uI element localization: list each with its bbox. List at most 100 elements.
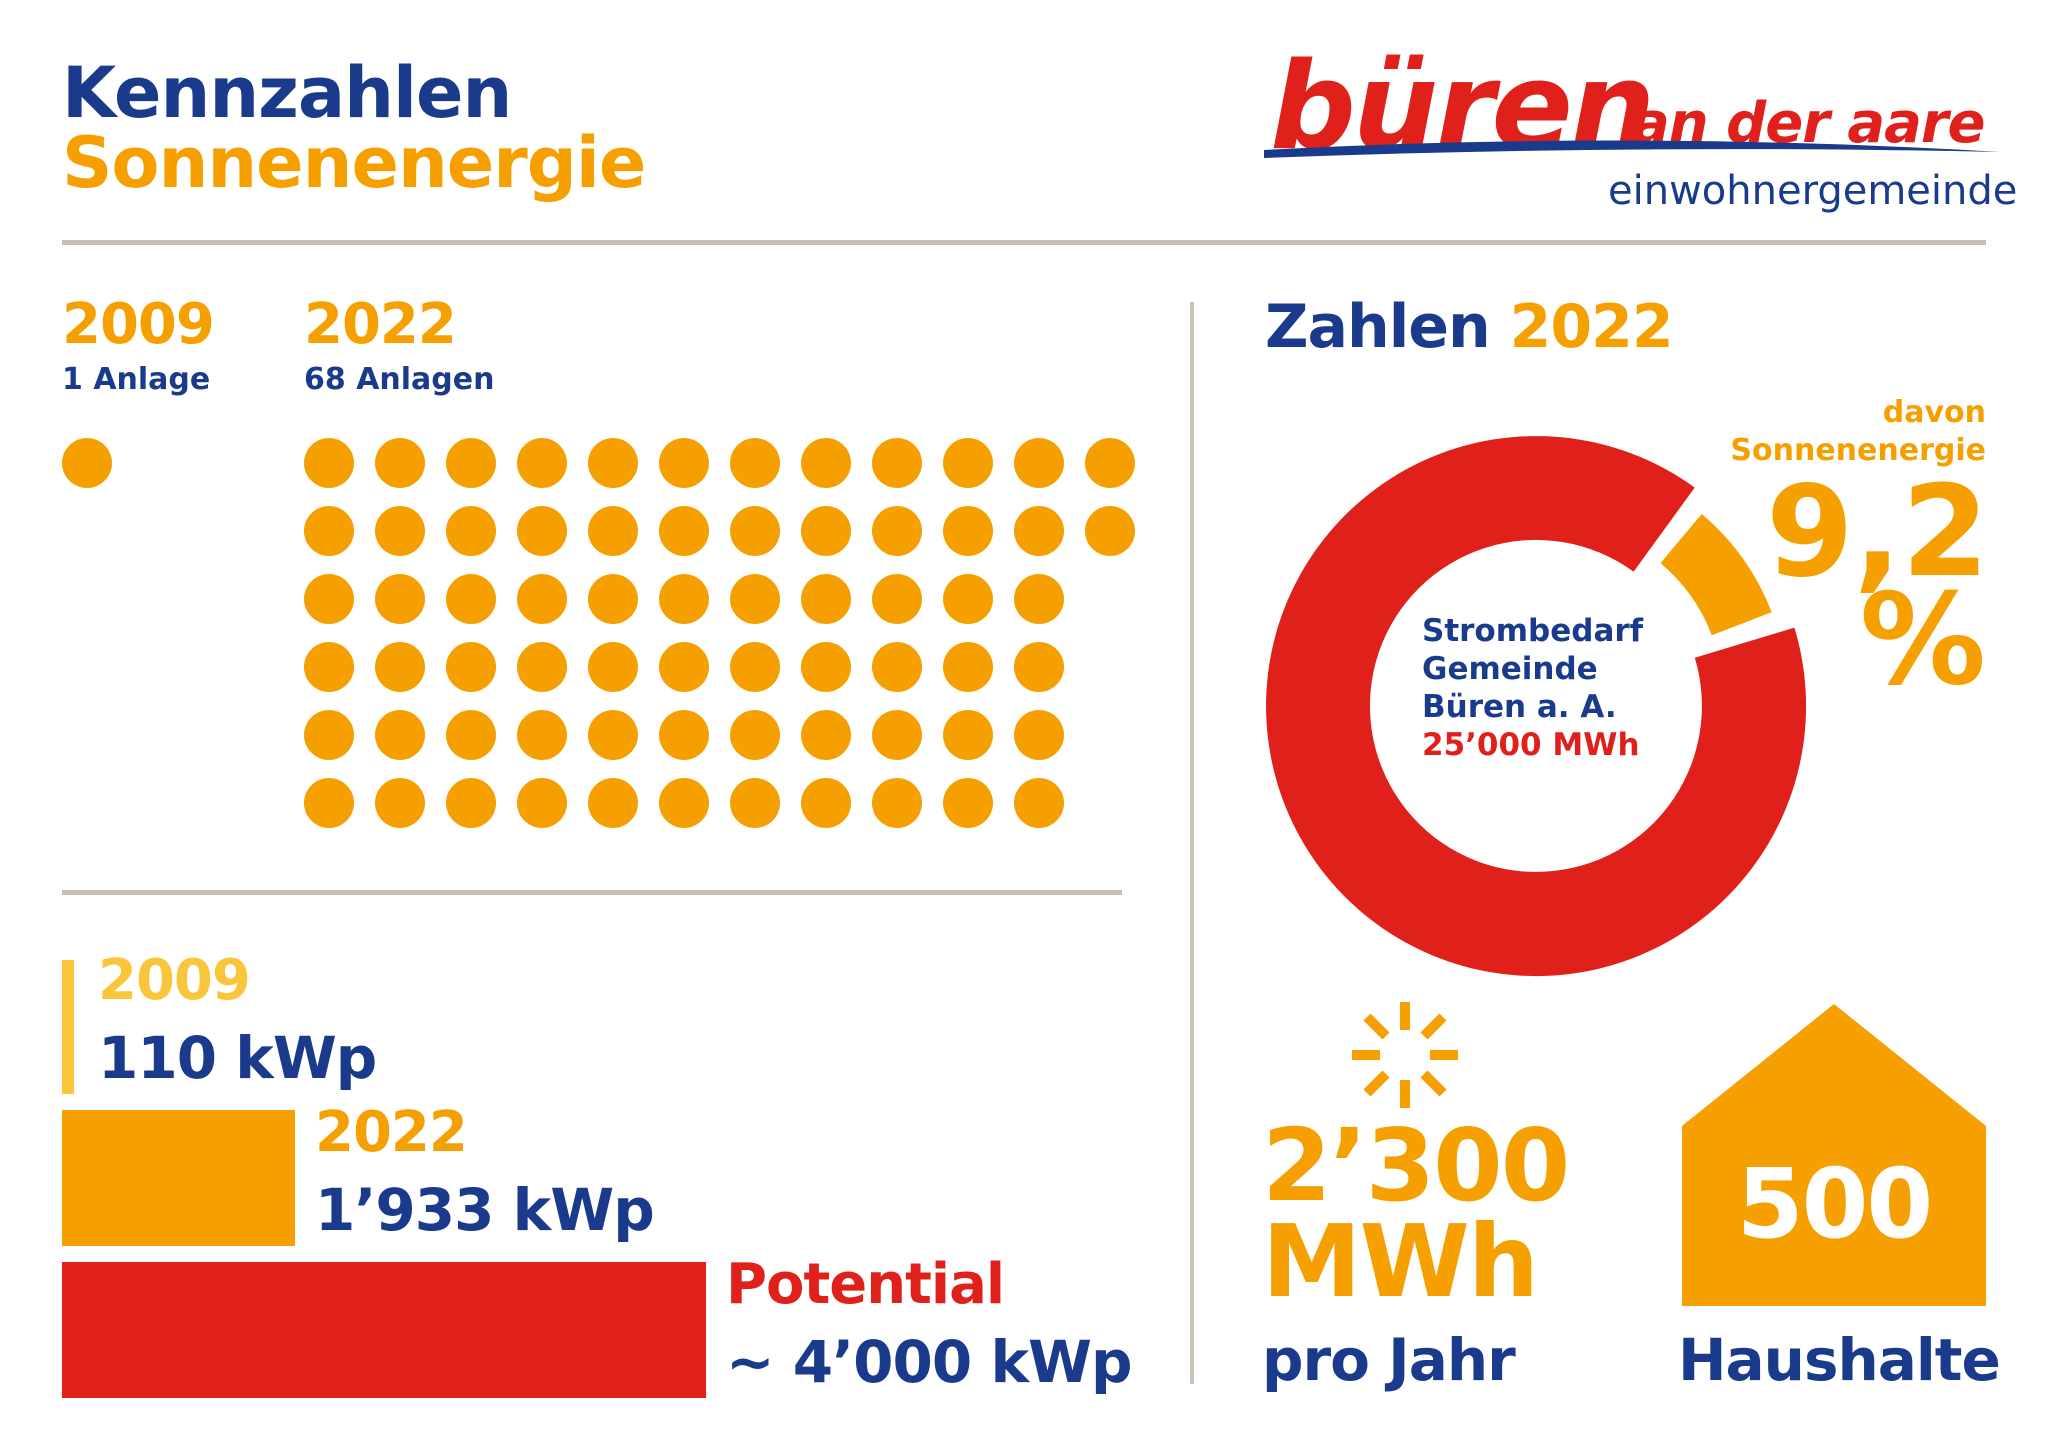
installation-dot xyxy=(1014,710,1064,760)
installation-dot xyxy=(730,642,780,692)
installation-dot xyxy=(304,642,354,692)
installation-dot xyxy=(304,710,354,760)
numbers-heading: Zahlen 2022 xyxy=(1265,292,1674,362)
installation-dot xyxy=(1085,438,1135,488)
donut-center-label: Strombedarf Gemeinde Büren a. A. 25’000 … xyxy=(1422,612,1643,764)
section-divider xyxy=(62,890,1122,895)
installation-dot xyxy=(517,438,567,488)
demand-donut-chart xyxy=(1266,436,1807,977)
capacity-bar-2022 xyxy=(62,1110,295,1246)
installations-2022-year: 2022 xyxy=(304,292,457,357)
sun-icon xyxy=(1352,1002,1458,1108)
page-title-line1: Kennzahlen xyxy=(62,52,512,134)
installation-dot xyxy=(304,438,354,488)
capacity-bar-potential xyxy=(62,1262,706,1398)
installation-dot xyxy=(588,642,638,692)
installation-dot xyxy=(730,438,780,488)
donut-label-line2: Gemeinde xyxy=(1422,651,1598,687)
header-divider xyxy=(62,240,1986,245)
installation-dot xyxy=(375,710,425,760)
installation-dot xyxy=(62,438,112,488)
production-value: 2’300 xyxy=(1262,1107,1570,1224)
capacity-2022-year: 2022 xyxy=(315,1100,468,1165)
installation-dot xyxy=(446,574,496,624)
households-label: Haushalte xyxy=(1678,1326,2001,1394)
installation-dot xyxy=(872,642,922,692)
installation-dot xyxy=(943,574,993,624)
installation-dot xyxy=(517,710,567,760)
page-title-line2: Sonnenenergie xyxy=(62,122,646,204)
installations-2009-year: 2009 xyxy=(62,292,215,357)
solar-share-label-line1: davon xyxy=(1882,395,1986,430)
households-value: 500 xyxy=(1736,1148,1933,1260)
capacity-potential-label: Potential xyxy=(726,1252,1005,1317)
installation-dot xyxy=(375,642,425,692)
installation-dot xyxy=(801,642,851,692)
installation-dot xyxy=(730,574,780,624)
installation-dot xyxy=(517,574,567,624)
solar-share-number: 9,2 xyxy=(1766,458,1990,605)
donut-label-line1: Strombedarf xyxy=(1422,613,1644,649)
installation-dot xyxy=(659,574,709,624)
installation-dot xyxy=(943,506,993,556)
installation-dot xyxy=(588,710,638,760)
solar-share-label-line2: Sonnenenergie xyxy=(1730,433,1986,468)
installation-dot xyxy=(446,710,496,760)
solar-share-label: davon Sonnenenergie xyxy=(1730,394,1986,470)
house-icon xyxy=(1682,1004,1986,1306)
installation-dot xyxy=(446,438,496,488)
capacity-2022-value: 1’933 kWp xyxy=(315,1176,655,1244)
installation-dot xyxy=(517,778,567,828)
installation-dot xyxy=(588,438,638,488)
installation-dot xyxy=(304,506,354,556)
installation-dot xyxy=(872,710,922,760)
installation-dot xyxy=(375,506,425,556)
installation-dot xyxy=(872,778,922,828)
installation-dot xyxy=(801,710,851,760)
installation-dot xyxy=(375,778,425,828)
installation-dot xyxy=(801,506,851,556)
production-period: pro Jahr xyxy=(1262,1326,1516,1394)
donut-label-line3: Büren a. A. xyxy=(1422,689,1617,725)
installation-dot xyxy=(943,778,993,828)
logo-tagline: einwohnergemeinde xyxy=(1608,168,2018,214)
installation-dot xyxy=(659,778,709,828)
installations-2022-count: 68 Anlagen xyxy=(304,362,495,397)
installation-dot xyxy=(446,506,496,556)
installation-dot xyxy=(517,642,567,692)
installation-dot xyxy=(943,710,993,760)
installation-dot xyxy=(517,506,567,556)
installation-dot xyxy=(304,778,354,828)
donut-label-line4: 25’000 MWh xyxy=(1422,727,1640,763)
installation-dot xyxy=(659,506,709,556)
installation-dot xyxy=(659,438,709,488)
installation-dot xyxy=(588,574,638,624)
solar-share-unit: % xyxy=(1859,566,1986,713)
installation-dot xyxy=(801,438,851,488)
installation-dot xyxy=(1014,642,1064,692)
numbers-heading-year: 2022 xyxy=(1509,292,1674,362)
installation-dot xyxy=(1085,506,1135,556)
installation-dot xyxy=(588,778,638,828)
installation-dot xyxy=(872,506,922,556)
installation-dot xyxy=(801,778,851,828)
installation-dot xyxy=(730,506,780,556)
installation-dot xyxy=(730,710,780,760)
installations-2009-count: 1 Anlage xyxy=(62,362,211,397)
installation-dot xyxy=(872,574,922,624)
installation-dot xyxy=(446,778,496,828)
capacity-2009-year: 2009 xyxy=(98,948,251,1013)
installation-dot xyxy=(1014,574,1064,624)
installation-dot xyxy=(1014,438,1064,488)
installation-dot xyxy=(588,506,638,556)
installation-dot xyxy=(1014,506,1064,556)
donut-segment-solar xyxy=(1660,514,1772,636)
installation-dot xyxy=(304,574,354,624)
installation-dot xyxy=(872,438,922,488)
installation-dot xyxy=(943,642,993,692)
numbers-heading-text: Zahlen xyxy=(1265,292,1491,362)
column-divider xyxy=(1190,302,1194,1384)
logo-swoosh-icon xyxy=(1264,140,2000,158)
installation-dot xyxy=(943,438,993,488)
installation-dot xyxy=(659,710,709,760)
